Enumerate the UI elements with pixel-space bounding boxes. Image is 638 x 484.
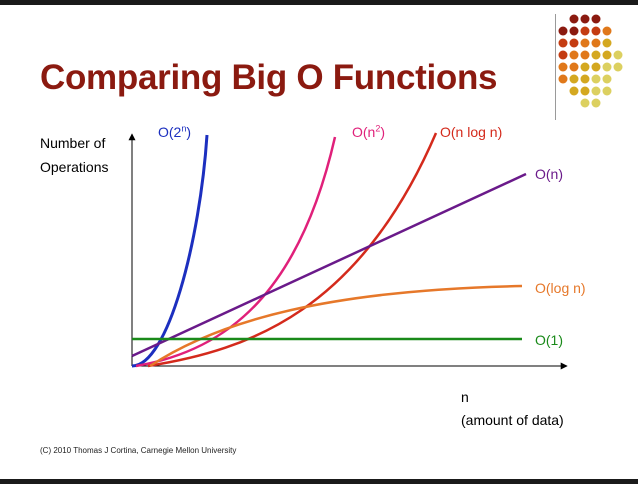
label-quadratic-sup: 2	[375, 123, 381, 134]
decorative-dot	[558, 62, 568, 72]
y-axis-label-line2: Operations	[40, 159, 109, 175]
decorative-dot	[569, 14, 579, 24]
label-constant: O(1)	[535, 332, 563, 348]
decorative-dot	[591, 74, 601, 84]
x-axis-label: n (amount of data)	[461, 386, 564, 432]
label-logarithmic: O(log n)	[535, 280, 586, 296]
decorative-dot	[591, 38, 601, 48]
decorative-dot	[569, 62, 579, 72]
label-quadratic-close: )	[380, 124, 386, 140]
curve-logarithmic	[149, 284, 523, 368]
decorative-dot	[580, 50, 590, 60]
decorative-dot	[602, 86, 612, 96]
label-exponential-base: O(2	[158, 124, 182, 140]
decorative-dot	[558, 38, 568, 48]
decorative-dot	[591, 14, 601, 24]
page-title: Comparing Big O Functions	[40, 58, 498, 97]
top-border	[0, 0, 638, 5]
decorative-dot	[613, 62, 623, 72]
label-n-log-n: O(n log n)	[440, 124, 503, 140]
decorative-dot	[602, 38, 612, 48]
copyright-notice: (C) 2010 Thomas J Cortina, Carnegie Mell…	[40, 446, 237, 455]
decorative-dot	[591, 62, 601, 72]
curve-linear	[131, 172, 527, 358]
decorative-dot	[580, 62, 590, 72]
bottom-border	[0, 479, 638, 484]
decorative-dot	[591, 98, 601, 108]
label-exponential-close: )	[186, 124, 192, 140]
decorative-dot	[591, 50, 601, 60]
decorative-dot	[580, 74, 590, 84]
decorative-dot	[569, 38, 579, 48]
label-quadratic: O(n2)	[352, 124, 385, 140]
decorative-dot	[558, 50, 568, 60]
decorative-dot	[580, 86, 590, 96]
label-quadratic-base: O(n	[352, 124, 376, 140]
curve-n-log-n	[147, 132, 438, 368]
decorative-dot	[569, 74, 579, 84]
curve-quadratic	[135, 136, 337, 368]
y-axis-label: Number of Operations	[40, 131, 108, 179]
decorative-dot	[580, 38, 590, 48]
decorative-dot	[613, 50, 623, 60]
decorative-dot	[569, 86, 579, 96]
decorative-divider	[555, 14, 556, 120]
curve-exponential	[131, 134, 209, 368]
label-linear: O(n)	[535, 166, 563, 182]
decorative-dot	[591, 86, 601, 96]
decorative-dot	[602, 74, 612, 84]
label-exponential-sup: n	[181, 123, 187, 134]
decorative-dot	[602, 26, 612, 36]
decorative-dot	[602, 62, 612, 72]
decorative-dot	[558, 74, 568, 84]
y-axis-label-line1: Number of	[40, 135, 106, 151]
decorative-dot	[558, 26, 568, 36]
decorative-dot	[580, 98, 590, 108]
decorative-dot	[591, 26, 601, 36]
x-axis-label-line1: n	[461, 389, 469, 405]
decorative-dot	[569, 50, 579, 60]
decorative-dot	[580, 14, 590, 24]
decorative-dot	[602, 50, 612, 60]
label-exponential: O(2n)	[158, 124, 191, 140]
decorative-dot	[580, 26, 590, 36]
decorative-dot	[569, 26, 579, 36]
x-axis-label-line2: (amount of data)	[461, 412, 564, 428]
